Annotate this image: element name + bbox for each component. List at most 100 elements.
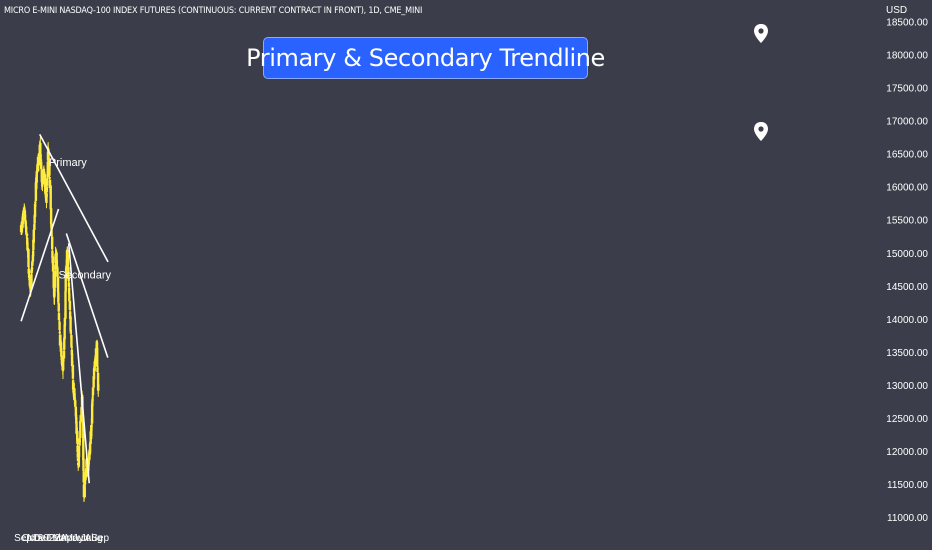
candle-body [61,361,65,370]
y-tick-label: 17000.00 [886,117,928,128]
candle-body [27,249,30,268]
candle-body [27,270,31,279]
y-tick-label: 12500.00 [886,414,928,425]
candle-body [81,412,84,422]
candle-body [22,217,25,219]
x-tick-label: Mar [53,533,71,544]
candle-body [25,231,28,235]
candle-body [71,380,75,390]
x-tick-label: Jun [73,533,89,544]
candle-body [39,142,42,154]
y-tick-label: 12000.00 [886,447,928,458]
y-tick-label: 18000.00 [886,51,928,62]
candle-body [94,348,98,360]
candle-body [69,329,72,334]
candle-body [79,415,83,419]
candle-body [87,459,90,467]
candle-body [47,148,50,161]
candle-body [48,165,51,176]
x-tick-label: Sep [91,533,109,544]
candles-layer [19,137,100,502]
trendline[interactable] [65,233,109,358]
candle-body [78,438,81,443]
candle-body [39,161,43,169]
candle-body [49,185,52,210]
candle-body [79,420,82,438]
y-tick-label: 16000.00 [886,183,928,194]
y-tick-label: 15000.00 [886,249,928,260]
y-tick-label: 14500.00 [886,282,928,293]
candle-body [53,270,57,288]
candle-body [56,277,60,293]
currency-label: USD [886,5,908,16]
candle-body [44,181,47,193]
candle-body [58,321,61,331]
location-pin-icon[interactable] [754,122,768,141]
candle-body [76,431,79,444]
candle-body [31,262,34,267]
candle-body [25,233,29,237]
candle-body [45,178,49,186]
x-tick-label: Oct [22,533,38,544]
candle-body [82,471,85,483]
trendline[interactable] [20,208,60,322]
candle-body [96,367,99,372]
candle-body [57,303,60,312]
candle-body [91,387,95,396]
candle-body [66,254,70,269]
x-tick-label: Nov [27,533,45,544]
y-axis[interactable]: 11000.00 11500.00 12000.00 12500.00 13000.00… [886,18,928,524]
y-tick-label: 17500.00 [886,84,928,95]
trendlines-layer: Primary Secondary [20,133,112,484]
y-tick-label: 16500.00 [886,150,928,161]
trendline[interactable] [39,133,109,263]
y-tick-label: 11500.00 [887,480,928,491]
candle-body [49,208,53,225]
candle-body [74,406,78,416]
y-tick-label: 13000.00 [886,381,928,392]
candle-body [56,268,59,277]
candle-body [71,364,74,366]
candle-body [31,250,35,257]
candle-body [70,335,73,347]
x-tick-label: Jul [81,533,94,544]
candle-body [93,365,96,370]
trendline-label: Primary [49,157,87,169]
x-tick-label: Aug [85,533,103,544]
candle-body [90,425,93,436]
annotation-title-box[interactable]: Primary & Secondary Trendline [246,37,605,79]
candle-body [46,161,49,178]
candle-body [63,318,67,327]
candle-body [84,477,87,480]
candle-body [47,158,50,165]
candle-body [82,458,85,472]
candle-body [30,274,33,289]
y-tick-label: 18500.00 [886,18,928,29]
x-tick-label: Dec [33,533,51,544]
candle-body [33,203,37,217]
candle-body [48,177,51,179]
x-tick-label: 2022 [38,533,61,544]
candle-body [20,228,24,230]
candle-body [34,202,37,204]
candle-body [74,400,77,407]
candle-body [97,384,100,391]
candle-body [68,293,71,302]
candle-body [50,236,54,250]
trendline-label: Secondary [58,269,111,281]
candle-body [96,348,99,367]
x-tick-label: Sep [14,533,32,544]
candle-body [64,290,67,319]
y-tick-label: 11000.00 [887,513,928,524]
candle-body [45,193,48,197]
x-tick-label: Apr [60,533,76,544]
y-tick-label: 13500.00 [886,348,928,359]
candle-body [90,404,94,424]
trendline[interactable] [67,243,90,484]
x-tick-label: May [65,533,84,544]
candle-body [90,425,93,428]
location-pin-icon[interactable] [754,24,768,43]
candle-body [35,171,38,183]
